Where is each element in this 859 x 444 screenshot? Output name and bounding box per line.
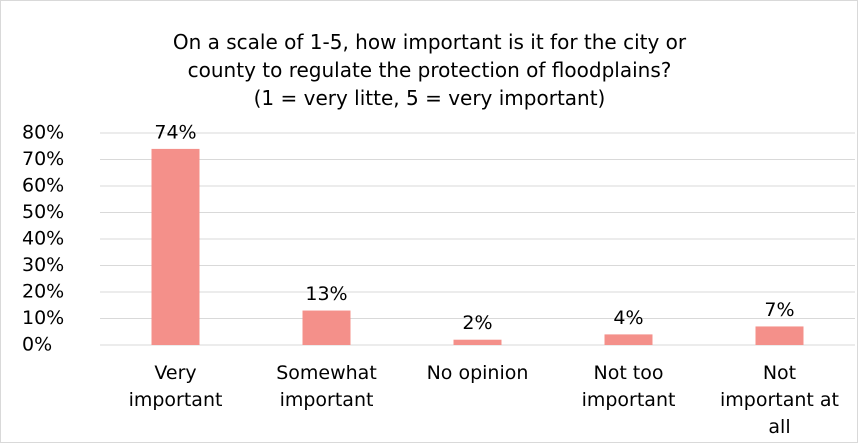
bar: [302, 310, 351, 345]
x-tick-label: No opinion: [426, 362, 529, 384]
y-tick-label: 10%: [22, 307, 64, 329]
y-tick-label: 80%: [22, 122, 64, 144]
y-tick-label: 30%: [22, 254, 64, 276]
bar: [755, 326, 804, 345]
x-tick-label: Not important at all: [719, 362, 839, 438]
data-label: 4%: [613, 307, 643, 329]
y-tick-label: 20%: [22, 281, 64, 303]
y-tick-label: 60%: [22, 175, 64, 197]
x-tick-label: Very important: [128, 362, 223, 411]
y-tick-label: 40%: [22, 228, 64, 250]
y-tick-label: 70%: [22, 148, 64, 170]
x-tick-label: Not too important: [581, 362, 676, 411]
chart-title: On a scale of 1-5, how important is it f…: [172, 30, 687, 110]
data-label: 2%: [462, 312, 492, 334]
data-label: 74%: [154, 121, 196, 143]
y-tick-label: 0%: [22, 334, 52, 356]
x-tick-label: Somewhat important: [276, 362, 377, 411]
y-tick-label: 50%: [22, 201, 64, 223]
bar: [151, 148, 200, 345]
data-label: 7%: [764, 299, 794, 321]
data-label: 13%: [305, 283, 347, 305]
bar: [604, 334, 653, 345]
bar: [453, 339, 502, 345]
